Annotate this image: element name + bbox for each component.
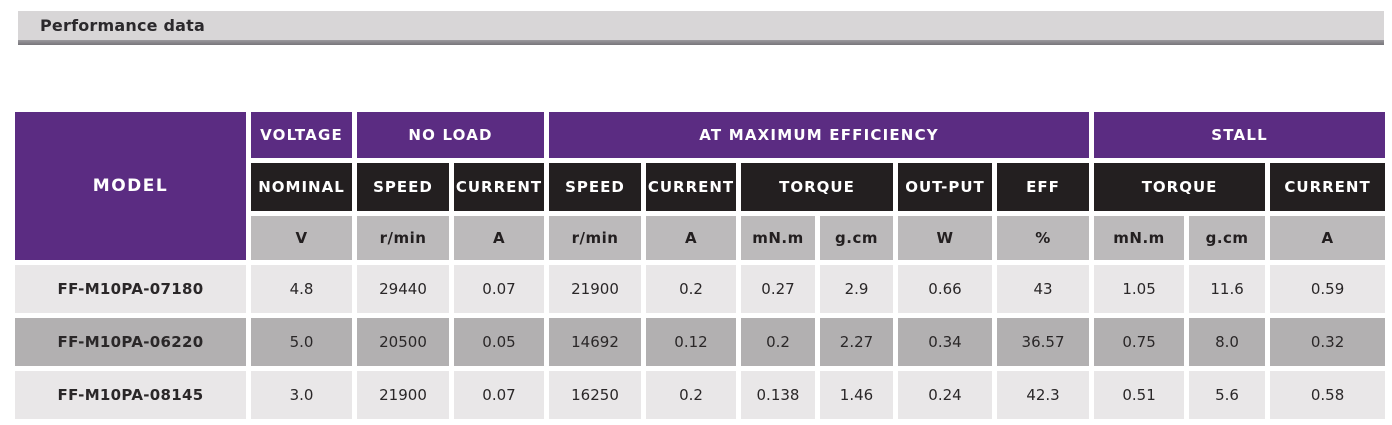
value-cell: 0.2 bbox=[741, 318, 815, 366]
value-cell: 0.05 bbox=[454, 318, 544, 366]
group-header-row: MODEL VOLTAGE NO LOAD AT MAXIMUM EFFICIE… bbox=[15, 112, 1386, 260]
model-cell: FF-M10PA-06220 bbox=[15, 318, 246, 366]
unit-cell: A bbox=[646, 216, 736, 260]
value-cell: 2.9 bbox=[820, 265, 893, 313]
value-cell: 11.6 bbox=[1189, 265, 1266, 313]
subheader-nominal: NOMINAL bbox=[251, 163, 352, 211]
value-cell: 29440 bbox=[357, 265, 449, 313]
unit-cell: % bbox=[997, 216, 1090, 260]
section-header: Performance data bbox=[18, 11, 1384, 45]
value-cell: 20500 bbox=[357, 318, 449, 366]
value-cell: 0.34 bbox=[898, 318, 992, 366]
value-cell: 1.05 bbox=[1094, 265, 1185, 313]
value-cell: 43 bbox=[997, 265, 1090, 313]
value-cell: 0.66 bbox=[898, 265, 992, 313]
subheader-row: NOMINAL SPEED CURRENT SPEED CURRENT TORQ… bbox=[15, 163, 1386, 211]
subheader-maxeff-torque: TORQUE bbox=[741, 163, 893, 211]
unit-cell: mN.m bbox=[1094, 216, 1185, 260]
value-cell: 0.07 bbox=[454, 265, 544, 313]
subheader-stall-current: CURRENT bbox=[1270, 163, 1386, 211]
value-cell: 0.2 bbox=[646, 265, 736, 313]
value-cell: 5.0 bbox=[251, 318, 352, 366]
value-cell: 21900 bbox=[549, 265, 641, 313]
value-cell: 2.27 bbox=[820, 318, 893, 366]
value-cell: 0.75 bbox=[1094, 318, 1185, 366]
subheader-maxeff-current: CURRENT bbox=[646, 163, 736, 211]
unit-cell: W bbox=[898, 216, 992, 260]
group-header-voltage: VOLTAGE bbox=[251, 112, 352, 158]
unit-cell: g.cm bbox=[1189, 216, 1266, 260]
value-cell: 16250 bbox=[549, 371, 641, 419]
value-cell: 36.57 bbox=[997, 318, 1090, 366]
group-header-stall: STALL bbox=[1094, 112, 1386, 158]
group-header-at-maximum-efficiency: AT MAXIMUM EFFICIENCY bbox=[549, 112, 1090, 158]
subheader-noload-current: CURRENT bbox=[454, 163, 544, 211]
unit-cell: A bbox=[1270, 216, 1386, 260]
unit-cell: r/min bbox=[549, 216, 641, 260]
value-cell: 0.51 bbox=[1094, 371, 1185, 419]
value-cell: 0.12 bbox=[646, 318, 736, 366]
unit-cell: g.cm bbox=[820, 216, 893, 260]
value-cell: 8.0 bbox=[1189, 318, 1266, 366]
group-header-no-load: NO LOAD bbox=[357, 112, 544, 158]
value-cell: 0.27 bbox=[741, 265, 815, 313]
model-cell: FF-M10PA-07180 bbox=[15, 265, 246, 313]
subheader-maxeff-speed: SPEED bbox=[549, 163, 641, 211]
value-cell: 42.3 bbox=[997, 371, 1090, 419]
section-header-underline bbox=[18, 40, 1384, 45]
subheader-noload-speed: SPEED bbox=[357, 163, 449, 211]
table-row: FF-M10PA-08145 3.0 21900 0.07 16250 0.2 … bbox=[15, 371, 1386, 419]
units-row: V r/min A r/min A mN.m g.cm W % mN.m g.c… bbox=[15, 216, 1386, 260]
unit-cell: mN.m bbox=[741, 216, 815, 260]
value-cell: 4.8 bbox=[251, 265, 352, 313]
value-cell: 0.07 bbox=[454, 371, 544, 419]
value-cell: 14692 bbox=[549, 318, 641, 366]
unit-cell: r/min bbox=[357, 216, 449, 260]
table-row: FF-M10PA-07180 4.8 29440 0.07 21900 0.2 … bbox=[15, 265, 1386, 313]
value-cell: 0.24 bbox=[898, 371, 992, 419]
unit-cell: A bbox=[454, 216, 544, 260]
section-title: Performance data bbox=[40, 16, 205, 35]
model-cell: FF-M10PA-08145 bbox=[15, 371, 246, 419]
value-cell: 1.46 bbox=[820, 371, 893, 419]
value-cell: 0.59 bbox=[1270, 265, 1386, 313]
table-row: FF-M10PA-06220 5.0 20500 0.05 14692 0.12… bbox=[15, 318, 1386, 366]
performance-data-table: MODEL VOLTAGE NO LOAD AT MAXIMUM EFFICIE… bbox=[10, 107, 1390, 424]
value-cell: 0.2 bbox=[646, 371, 736, 419]
value-cell: 21900 bbox=[357, 371, 449, 419]
subheader-stall-torque: TORQUE bbox=[1094, 163, 1266, 211]
value-cell: 0.58 bbox=[1270, 371, 1386, 419]
value-cell: 3.0 bbox=[251, 371, 352, 419]
unit-cell: V bbox=[251, 216, 352, 260]
subheader-maxeff-output: OUT-PUT bbox=[898, 163, 992, 211]
model-column-header: MODEL bbox=[15, 112, 246, 260]
section-title-bar: Performance data bbox=[18, 11, 1384, 40]
value-cell: 0.138 bbox=[741, 371, 815, 419]
value-cell: 5.6 bbox=[1189, 371, 1266, 419]
value-cell: 0.32 bbox=[1270, 318, 1386, 366]
subheader-maxeff-eff: EFF bbox=[997, 163, 1090, 211]
